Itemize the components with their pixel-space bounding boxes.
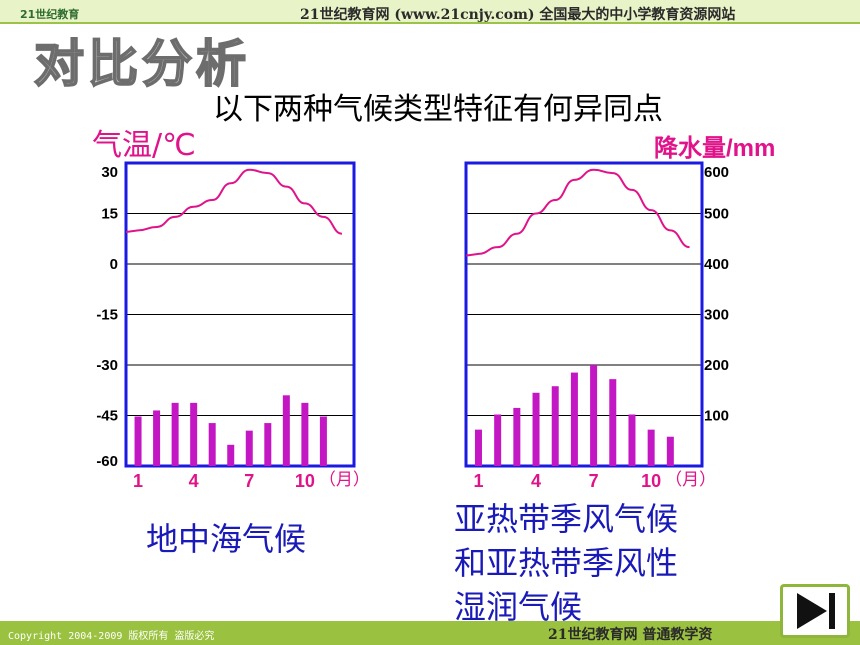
y-tick-label: -30: [96, 357, 118, 374]
precipitation-bar: [208, 423, 216, 466]
x-tick-label: 1: [473, 471, 483, 491]
climate-label-line: 亚热带季风气候: [454, 500, 679, 538]
x-tick-label: 7: [244, 471, 254, 491]
y-tick-label: 100: [704, 408, 729, 425]
month-axis-unit: （月）: [319, 470, 370, 490]
next-slide-icon: [797, 593, 835, 629]
x-tick-label: 4: [189, 471, 199, 491]
y-tick-label: -60: [96, 453, 118, 470]
y-tick-label: 200: [704, 357, 729, 374]
y-tick-label: -15: [96, 307, 118, 324]
footer-site-text: 21世纪教育网 普通教学资: [548, 627, 713, 643]
y-tick-label: 300: [704, 307, 729, 324]
precipitation-bar: [628, 414, 636, 466]
x-tick-label: 4: [531, 471, 541, 491]
x-tick-label: 10: [295, 471, 315, 491]
precipitation-bar: [494, 414, 502, 466]
y-tick-label: -45: [96, 408, 118, 425]
precipitation-bar: [474, 429, 482, 466]
precipitation-bar: [245, 430, 253, 466]
footer-bar: [0, 621, 860, 645]
precipitation-bar: [301, 402, 309, 466]
precipitation-bar: [264, 423, 272, 466]
precipitation-bar: [171, 402, 179, 466]
chart-frame: [464, 161, 704, 468]
precipitation-bar: [190, 402, 198, 466]
precipitation-bar: [134, 416, 142, 466]
top-banner: [0, 0, 860, 24]
precipitation-axis-title: 降水量/mm: [654, 135, 776, 162]
chart-frame: [124, 161, 356, 468]
y-tick-label: 0: [110, 256, 118, 273]
slide-title: 对比分析: [33, 34, 250, 94]
precipitation-bar: [609, 379, 617, 466]
precipitation-bar: [513, 407, 521, 466]
next-slide-button[interactable]: [780, 584, 850, 638]
temperature-line: [125, 168, 343, 235]
y-tick-label: 500: [704, 206, 729, 223]
x-tick-label: 10: [641, 471, 661, 491]
precipitation-bar: [319, 416, 327, 466]
temperature-axis-title: 气温/℃: [92, 128, 196, 163]
precipitation-bar: [666, 436, 674, 466]
precipitation-bar: [551, 386, 559, 466]
precipitation-bar: [647, 429, 655, 466]
slide-subtitle: 以下两种气候类型特征有何异同点: [213, 92, 663, 127]
precipitation-bar: [282, 395, 290, 466]
month-axis-unit: （月）: [665, 470, 716, 490]
site-banner-text: 21世纪教育网 (www.21cnjy.com) 全国最大的中小学教育资源网站: [300, 7, 736, 23]
x-tick-label: 1: [133, 471, 143, 491]
precipitation-bar: [590, 365, 598, 466]
precipitation-bar: [227, 444, 235, 466]
y-tick-label: 15: [101, 206, 118, 223]
y-tick-label: 600: [704, 164, 729, 181]
precipitation-bar: [570, 372, 578, 466]
climate-label-line: 和亚热带季风性: [454, 544, 679, 582]
temperature-line: [465, 168, 690, 257]
y-tick-label: 400: [704, 256, 729, 273]
precipitation-bar: [532, 392, 540, 466]
footer-copyright: Copyright 2004-2009 版权所有 盗版必究: [8, 631, 215, 642]
x-tick-label: 7: [589, 471, 599, 491]
site-logo: 21世纪教育: [20, 8, 80, 21]
y-tick-label: 30: [101, 164, 118, 181]
subtropical-monsoon-climate-label: 亚热带季风气候 和亚热带季风性 湿润气候: [454, 497, 754, 629]
precipitation-bar: [153, 410, 161, 466]
climate-label-line: 湿润气候: [454, 588, 583, 626]
mediterranean-climate-label: 地中海气候: [146, 520, 307, 558]
